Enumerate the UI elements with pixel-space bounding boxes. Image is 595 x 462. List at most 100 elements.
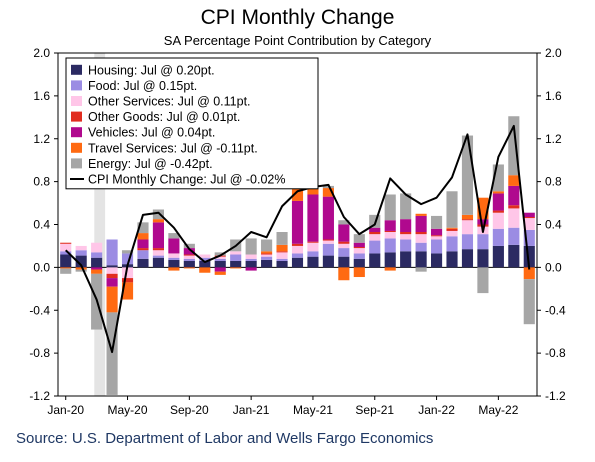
bar-segment-Feb-22-s5 <box>446 227 458 229</box>
bar-segment-Feb-21-s0 <box>261 259 273 268</box>
bar-segment-Jun-21-s2 <box>322 240 334 244</box>
y-tick-label-right: 1.6 <box>545 89 562 103</box>
bar-segment-Jul-21-s1 <box>338 248 350 257</box>
bar-segment-Jul-20-s3 <box>152 248 164 251</box>
bar-segment-May-21-s2 <box>307 242 319 252</box>
y-tick-label-right: 0.8 <box>545 175 562 189</box>
y-tick-label-right: -0.4 <box>545 303 566 317</box>
bar-segment-May-22-s5 <box>492 191 504 194</box>
bar-segment-Jun-22-s6 <box>508 116 520 176</box>
legend-swatch <box>71 111 82 122</box>
bar-segment-Jun-20-s0 <box>137 258 149 268</box>
bar-segment-Jun-22-s1 <box>508 227 520 245</box>
bar-segment-Apr-20-s5 <box>106 286 118 313</box>
bar-segment-Sep-21-s4 <box>369 227 381 233</box>
bar-segment-May-22-s2 <box>492 212 504 229</box>
bar-segment-Jun-20-s6 <box>137 222 149 234</box>
legend-swatch <box>71 64 82 75</box>
bar-segment-May-22-s1 <box>492 228 504 246</box>
bar-segment-May-20-s5 <box>121 282 134 300</box>
bar-segment-Feb-20-s1 <box>75 250 87 256</box>
bar-segment-Nov-20-s5 <box>214 271 226 275</box>
bar-segment-Jul-21-s0 <box>338 256 350 268</box>
bar-segment-Jun-21-s3 <box>322 239 334 241</box>
bar-segment-Dec-20-s0 <box>230 260 242 268</box>
bar-segment-Jan-22-s2 <box>431 236 443 240</box>
bar-segment-Aug-21-s3 <box>353 247 365 249</box>
bar-segment-Feb-22-s0 <box>446 251 458 268</box>
bar-segment-Apr-20-s6 <box>106 312 118 395</box>
bar-segment-Aug-20-s5 <box>168 267 180 271</box>
cpi-line <box>65 124 531 354</box>
bar-segment-Feb-20-s0 <box>75 255 87 268</box>
bar-segment-Jul-20-s4 <box>152 222 164 249</box>
bar-segment-Nov-20-s2 <box>214 256 226 259</box>
bar-segment-Mar-21-s3 <box>276 251 288 253</box>
bar-segment-Mar-20-s0 <box>91 257 103 268</box>
bar-segment-Dec-20-s5 <box>230 267 242 269</box>
bar-segment-Jul-20-s0 <box>152 257 164 268</box>
bar-segment-Jun-20-s4 <box>137 239 149 249</box>
bar-segment-Oct-21-s6 <box>384 194 396 221</box>
bar-segment-Apr-21-s0 <box>291 257 304 268</box>
bar-segment-Sep-20-s2 <box>183 255 195 259</box>
bar-segment-Jul-21-s6 <box>338 220 350 225</box>
bar-segment-Mar-22-s3 <box>461 219 474 221</box>
bar-segment-Feb-20-s6 <box>75 269 87 272</box>
bar-segment-Mar-21-s0 <box>276 260 288 268</box>
bar-segment-Jul-20-s6 <box>152 209 164 220</box>
bar-segment-Nov-21-s3 <box>400 232 412 235</box>
bar-segment-Nov-21-s0 <box>400 251 412 268</box>
bar-segment-Dec-20-s2 <box>230 251 242 255</box>
x-tick-label: Jan-20 <box>47 403 84 417</box>
bar-segment-Jan-22-s4 <box>431 228 443 236</box>
bar-segment-Apr-20-s2 <box>106 267 118 274</box>
bar-segment-Jan-20-s2 <box>60 243 72 252</box>
bar-segment-Jan-20-s5 <box>60 267 72 269</box>
bar-segment-Jan-22-s6 <box>431 215 443 229</box>
bar-segment-Jun-21-s1 <box>322 243 334 256</box>
bar-segment-Jul-22-s4 <box>523 212 535 217</box>
bar-segment-Mar-21-s1 <box>276 258 288 261</box>
bar-segment-Feb-21-s3 <box>261 253 273 255</box>
y-tick-label-left: 0.4 <box>33 218 50 232</box>
bar-segment-Nov-21-s6 <box>400 193 412 220</box>
source-note: Source: U.S. Department of Labor and Wel… <box>16 430 434 447</box>
x-tick-label: May-22 <box>478 403 518 417</box>
x-tick-label: May-21 <box>293 403 333 417</box>
bar-segment-May-20-s6 <box>121 250 134 254</box>
bar-segment-Dec-21-s6 <box>415 267 427 272</box>
bar-segment-Jul-20-s2 <box>152 250 164 256</box>
legend-swatch <box>71 127 82 138</box>
bar-segment-May-21-s4 <box>307 194 319 242</box>
y-tick-label-right: -1.2 <box>545 389 566 403</box>
bar-segment-Dec-21-s3 <box>415 232 427 235</box>
bar-segment-Apr-20-s0 <box>106 265 118 268</box>
bar-segment-Mar-21-s6 <box>276 232 288 245</box>
bar-segment-Oct-21-s3 <box>384 230 396 233</box>
chart-subtitle: SA Percentage Point Contribution by Cate… <box>163 33 432 48</box>
y-tick-label-left: 0.8 <box>33 175 50 189</box>
bar-segment-Nov-20-s4 <box>214 267 226 272</box>
bar-segment-Aug-21-s4 <box>353 242 365 248</box>
bar-segment-Dec-21-s1 <box>415 242 427 252</box>
bar-segment-Jan-21-s4 <box>245 267 257 271</box>
y-tick-label-right: 2.0 <box>545 46 562 60</box>
legend-label: Energy: Jul @ -0.42pt. <box>88 157 213 171</box>
legend-label: CPI Monthly Change: Jul @ -0.02% <box>88 173 286 187</box>
bar-segment-Nov-20-s0 <box>214 260 226 268</box>
bar-segment-Jul-22-s1 <box>523 229 535 246</box>
bar-segment-Apr-22-s5 <box>477 197 489 220</box>
bar-segment-Mar-20-s5 <box>91 269 103 274</box>
bar-segment-Apr-22-s6 <box>477 267 489 294</box>
bar-segment-Oct-21-s0 <box>384 252 396 268</box>
bar-segment-Jan-20-s3 <box>60 242 72 244</box>
bar-segment-Apr-20-s4 <box>106 278 118 287</box>
cpi-line-layer <box>65 124 531 354</box>
y-tick-label-left: 1.6 <box>33 89 50 103</box>
bar-segment-Aug-20-s2 <box>168 253 180 258</box>
bar-segment-Mar-20-s1 <box>91 252 103 258</box>
bar-segment-Oct-21-s1 <box>384 238 396 253</box>
bar-segment-Jul-22-s6 <box>523 279 535 325</box>
bar-segment-Feb-20-s2 <box>75 245 87 251</box>
